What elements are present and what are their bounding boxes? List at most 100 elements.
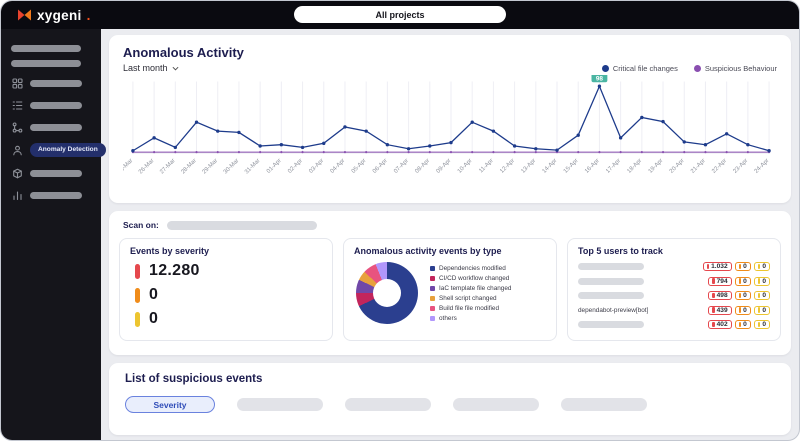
legend-label: Critical file changes	[612, 63, 678, 73]
donut-legend-item: Dependencies modified	[430, 265, 511, 272]
xygeni-logo-icon	[18, 9, 31, 21]
low-count-chip: 0	[753, 291, 770, 300]
legend-label: Dependencies modified	[439, 264, 506, 272]
section-title: List of suspicious events	[125, 373, 263, 385]
low-count-chip: 0	[753, 305, 770, 315]
anomaly-line-chart: 25-Mar 26-Mar 27-Mar 28-Mar 29-Mar 30-Mar 31-M…	[117, 73, 777, 198]
top-user-row: 498 0 0	[578, 291, 770, 300]
sidebar-item[interactable]	[11, 77, 101, 89]
xygeni-logo[interactable]: xygeni.	[17, 8, 90, 23]
severity-count: 0	[149, 310, 159, 327]
redacted-user-name	[578, 263, 644, 270]
svg-text:18-Apr: 18-Apr	[626, 158, 643, 175]
legend-swatch	[430, 265, 435, 271]
svg-text:17-Apr: 17-Apr	[605, 158, 622, 175]
low-count-chip: 0	[753, 320, 770, 329]
sidebar-item[interactable]	[11, 167, 101, 179]
low-count-chip: 0	[753, 276, 770, 286]
severity-bar	[135, 263, 140, 279]
chevron-down-icon	[172, 66, 179, 71]
svg-text:15-Apr: 15-Apr	[563, 158, 580, 175]
low-count-chip: 0	[753, 262, 770, 271]
user-severity-chips: 498 0 0	[708, 291, 770, 300]
list-icon	[11, 99, 23, 111]
severity-filter-button[interactable]: Severity	[125, 396, 215, 413]
svg-text:05-Apr: 05-Apr	[351, 158, 368, 175]
svg-text:12-Apr: 12-Apr	[499, 158, 516, 175]
legend-swatch	[430, 285, 435, 291]
donut-legend-item: Shell script changed	[430, 295, 511, 302]
svg-text:29-Mar: 29-Mar	[202, 158, 220, 176]
sidebar-item-anomaly-detection[interactable]: Anomaly Detection	[11, 143, 106, 157]
redacted-filter[interactable]	[561, 398, 647, 411]
svg-text:28-Mar: 28-Mar	[180, 158, 198, 176]
top-user-row: 794 0 0	[578, 276, 770, 286]
redacted-filter[interactable]	[237, 398, 323, 411]
donut-legend-item: CI/CD workflow changed	[430, 275, 511, 282]
user-severity-chips: 402 0 0	[708, 320, 770, 329]
high-count-chip: 0	[734, 320, 751, 329]
svg-text:16-Apr: 16-Apr	[584, 158, 601, 175]
svg-text:09-Apr: 09-Apr	[436, 158, 453, 175]
donut-legend: Dependencies modified CI/CD workflow chan…	[430, 263, 511, 323]
svg-text:21-Apr: 21-Apr	[690, 158, 707, 175]
redacted-filter[interactable]	[345, 398, 431, 411]
legend-swatch	[430, 275, 435, 281]
severity-bar	[135, 311, 140, 327]
high-count-chip: 0	[734, 262, 751, 271]
user-severity-chips: 1.032 0 0	[702, 262, 770, 271]
svg-text:10-Apr: 10-Apr	[457, 158, 474, 175]
redacted-menu-label	[30, 123, 82, 131]
legend-swatch	[430, 315, 435, 321]
svg-text:19-Apr: 19-Apr	[648, 158, 665, 175]
sidebar-item[interactable]	[11, 121, 101, 133]
anomaly-line-chart-svg: 25-Mar 26-Mar 27-Mar 28-Mar 29-Mar 30-Mar 31-M…	[117, 73, 771, 176]
legend-item-critical[interactable]: Critical file changes	[601, 63, 678, 73]
redacted-user-name	[578, 292, 644, 299]
critical-count-chip: 1.032	[702, 262, 732, 271]
svg-text:22-Apr: 22-Apr	[711, 158, 728, 175]
top-users-panel: Top 5 users to track 1.032 0 0 794 0 0 498 0 0 de…	[567, 238, 781, 341]
redacted-menu-label	[30, 191, 82, 199]
panel-title: Top 5 users to track	[578, 246, 663, 256]
scan-on-label: Scan on:	[123, 220, 159, 230]
bar-chart-icon	[11, 189, 23, 201]
sidebar-item[interactable]	[11, 189, 101, 201]
svg-text:25-Mar: 25-Mar	[123, 158, 134, 176]
events-by-type-donut-chart	[356, 262, 418, 324]
svg-text:07-Apr: 07-Apr	[393, 158, 410, 175]
redacted-menu-label	[30, 101, 82, 109]
sidebar-item[interactable]	[11, 99, 101, 111]
svg-text:24-Apr: 24-Apr	[754, 158, 771, 175]
redacted-scan-target	[166, 220, 317, 230]
legend-swatch	[430, 305, 435, 311]
scan-summary-card: Scan on: Events by severity 12.280 0 0 Ano…	[109, 211, 791, 355]
redacted-menu-item[interactable]	[11, 45, 81, 52]
active-item-label: Anomaly Detection	[30, 143, 106, 157]
user-severity-chips: 794 0 0	[708, 276, 770, 286]
redacted-menu-item[interactable]	[11, 60, 81, 67]
high-count-chip: 0	[734, 305, 751, 315]
svg-text:06-Apr: 06-Apr	[372, 158, 389, 175]
legend-dot	[693, 64, 701, 72]
project-selector[interactable]: All projects	[294, 6, 506, 23]
severity-row-high: 0	[130, 286, 322, 304]
events-by-severity-panel: Events by severity 12.280 0 0	[119, 238, 333, 341]
donut-legend-item: others	[430, 315, 511, 322]
period-value: Last month	[123, 63, 168, 73]
severity-row-low: 0	[130, 310, 322, 328]
period-dropdown[interactable]: Last month	[123, 63, 179, 73]
grid-icon	[11, 77, 23, 89]
legend-label: Suspicious Behaviour	[704, 63, 777, 73]
sidebar: Anomaly Detection	[1, 29, 106, 440]
topbar: xygeni. All projects	[1, 1, 799, 29]
svg-text:31-Mar: 31-Mar	[244, 158, 262, 176]
redacted-menu-label	[30, 79, 82, 87]
redacted-filter[interactable]	[453, 398, 539, 411]
svg-text:04-Apr: 04-Apr	[330, 158, 347, 175]
legend-item-suspicious[interactable]: Suspicious Behaviour	[693, 63, 777, 73]
legend-label: IaC template file changed	[439, 284, 512, 292]
brand-dot: .	[86, 7, 91, 23]
svg-text:02-Apr: 02-Apr	[287, 158, 304, 175]
